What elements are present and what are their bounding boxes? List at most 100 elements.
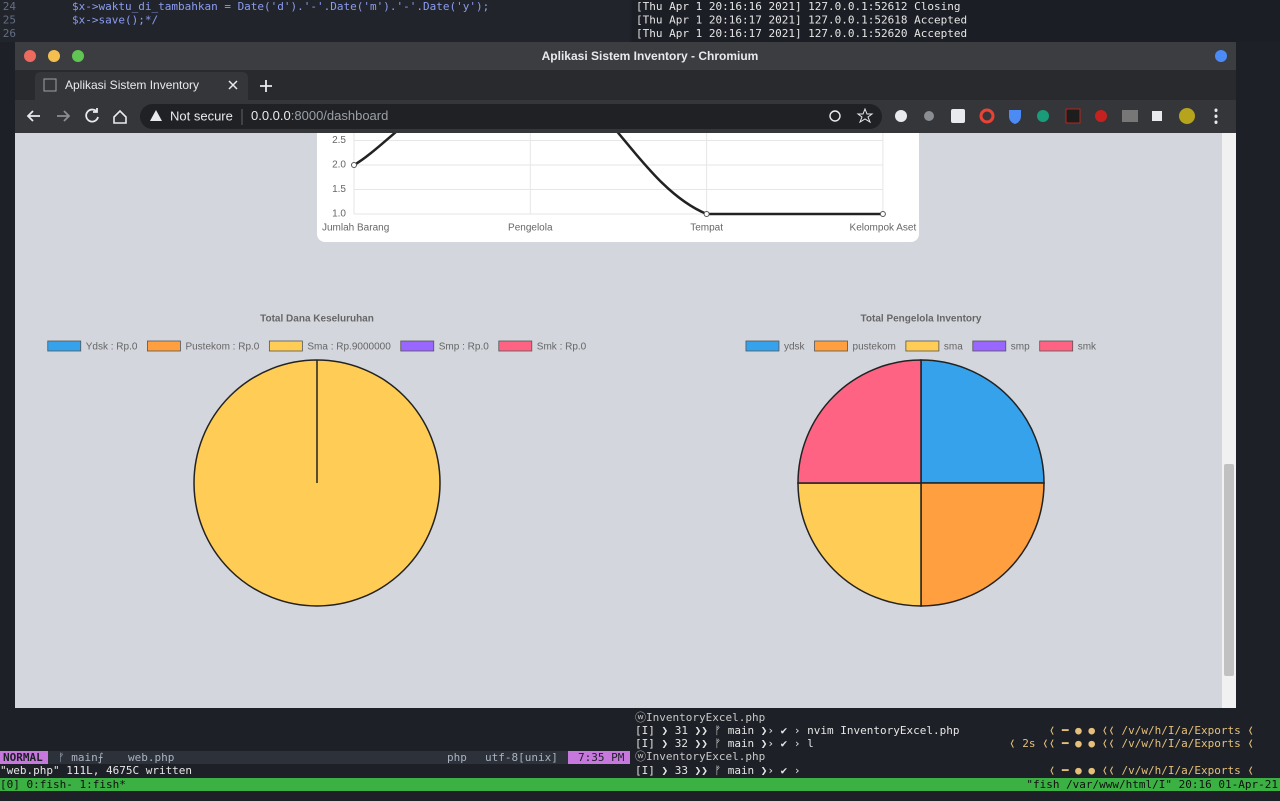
- shell-right-prompt: ❬ ━ ● ● ❬❬ /v/w/h/I/a/Exports ❬: [1049, 764, 1254, 777]
- legend-swatch: [47, 340, 82, 352]
- extension-icon[interactable]: [924, 111, 934, 121]
- zoom-icon[interactable]: [829, 110, 841, 122]
- legend-swatch: [147, 340, 181, 352]
- y-tick-label: 1.5: [332, 184, 346, 195]
- mode-block: [0, 751, 48, 764]
- extensions-button[interactable]: [1152, 111, 1162, 121]
- tab[interactable]: [35, 72, 248, 100]
- url[interactable]: 0.0.0.0:8000/dashboard: [251, 108, 388, 123]
- legend-label: smk: [1078, 342, 1097, 353]
- forward-button[interactable]: [57, 110, 71, 122]
- tmux-windows: [0] 0:fish- 1:fish*: [0, 778, 126, 791]
- maximize-button[interactable]: [72, 50, 84, 62]
- code-line: $x->waktu_di_tambahkan = Date('d').'-'.D…: [72, 0, 489, 13]
- minimize-button[interactable]: [48, 50, 60, 62]
- x-tick-label: Pengelola: [508, 223, 553, 234]
- legend-item: sma: [905, 340, 963, 353]
- vim-filetype: php: [447, 751, 467, 764]
- legend-label: ydsk: [784, 342, 806, 353]
- legend-label: Pustekom : Rp.0: [185, 342, 259, 353]
- shell-line: [I] ❯ 33 ❯❯ ᚠ main ❯› ✔ ›: [635, 764, 801, 777]
- scrollbar-thumb[interactable]: [1224, 464, 1234, 676]
- legend-swatch: [400, 340, 435, 352]
- extension-icon[interactable]: [1037, 110, 1049, 122]
- log-pane: [632, 0, 1280, 42]
- security-label[interactable]: Not secure: [170, 108, 233, 123]
- legend-swatch: [745, 340, 780, 352]
- log-line: [Thu Apr 1 20:16:17 2021] 127.0.0.1:5261…: [636, 14, 967, 27]
- home-button[interactable]: [113, 109, 127, 124]
- extension-icon[interactable]: [979, 108, 995, 124]
- tmux-bar: [0, 778, 1280, 791]
- legend-item: smp: [972, 340, 1030, 353]
- vim-branch: ᚠ main⨍: [58, 751, 104, 764]
- shell-right-prompt: ❬ ━ ● ● ❬❬ /v/w/h/I/a/Exports ❬: [1049, 724, 1254, 737]
- legend-item: ydsk: [745, 340, 806, 353]
- line-number: 24: [3, 0, 17, 13]
- vim-encoding: utf-8[unix]: [485, 751, 558, 764]
- extension-icon[interactable]: [951, 109, 965, 123]
- point: [351, 162, 357, 168]
- dashboard: 1.0 1.5 2.0 2.5 Jumlah Barang Pengelola Tempat…: [47, 133, 1097, 607]
- legend-item: Smp : Rp.0: [400, 340, 489, 353]
- legend-item: smk: [1039, 340, 1097, 353]
- new-tab[interactable]: [260, 80, 272, 92]
- shell-line: ⓦInventoryExcel.php: [635, 711, 765, 724]
- vim-message: "web.php" 111L, 4675C written: [0, 764, 192, 777]
- address-bar[interactable]: [140, 104, 882, 129]
- vim-file: web.php: [128, 751, 174, 764]
- point: [879, 211, 886, 217]
- pie-title: Total Dana Keseluruhan: [260, 314, 374, 325]
- vim-mode: NORMAL: [3, 751, 43, 764]
- close-button[interactable]: [24, 50, 36, 62]
- legend-swatch: [814, 340, 848, 352]
- legend-swatch: [905, 340, 940, 352]
- legend-label: Ydsk : Rp.0: [86, 342, 138, 353]
- tab-close[interactable]: [228, 80, 238, 90]
- vim-time: 7:35 PM: [578, 751, 625, 764]
- extension-icon[interactable]: [1122, 110, 1138, 122]
- legend-label: sma: [944, 342, 963, 353]
- y-tick-label: 2.0: [332, 160, 346, 171]
- pie-slice: [920, 359, 1045, 484]
- pie-slice: [797, 482, 922, 607]
- x-tick-label: Kelompok Aset: [850, 223, 917, 234]
- bookmark-star[interactable]: [856, 107, 874, 124]
- legend-item: pustekom: [814, 340, 896, 353]
- extension-icon[interactable]: [895, 110, 907, 122]
- x-tick-label: Jumlah Barang: [322, 223, 389, 234]
- shell-right-prompt: ❬ 2s ❬❬ ━ ● ● ❬❬ /v/w/h/I/a/Exports ❬: [1009, 737, 1254, 750]
- pie-slice: [920, 482, 1045, 607]
- tab-title[interactable]: Aplikasi Sistem Inventory: [65, 78, 199, 92]
- extension-icon[interactable]: [1009, 110, 1021, 124]
- url-path: :8000/dashboard: [291, 108, 389, 123]
- y-tick-label: 1.0: [332, 209, 346, 220]
- vim-statusline: [0, 751, 630, 764]
- reload-button[interactable]: [85, 108, 99, 123]
- legend-swatch: [498, 340, 533, 352]
- y-tick-label: 2.5: [332, 135, 346, 146]
- url-host: 0.0.0.0: [251, 108, 291, 123]
- legend-item: Pustekom : Rp.0: [147, 340, 260, 353]
- line: [353, 133, 883, 216]
- tab-icon: [43, 78, 57, 92]
- code-line: $x->save();*/: [72, 14, 158, 27]
- shell-line: ⓦInventoryExcel.php: [635, 750, 765, 763]
- legend-label: Smk : Rp.0: [537, 342, 587, 353]
- back-button[interactable]: [26, 110, 40, 122]
- legend-swatch: [1039, 340, 1074, 352]
- warning-icon: [150, 110, 162, 121]
- extension-icon[interactable]: [1065, 108, 1081, 124]
- point: [703, 211, 710, 217]
- x-tick-label: Tempat: [690, 223, 723, 234]
- shell-line: [I] ❯ 31 ❯❯ ᚠ main ❯› ✔ › nvim Inventory…: [635, 724, 959, 737]
- title-bar: [15, 42, 1236, 70]
- profile-avatar[interactable]: [1179, 108, 1195, 124]
- tmux-status: "fish /var/www/html/I" 20:16 01-Apr-21: [1026, 778, 1278, 791]
- legend-item: Ydsk : Rp.0: [47, 340, 138, 353]
- extensions: [895, 108, 1218, 124]
- extension-icon[interactable]: [1095, 110, 1107, 122]
- line-number: 26: [3, 27, 16, 40]
